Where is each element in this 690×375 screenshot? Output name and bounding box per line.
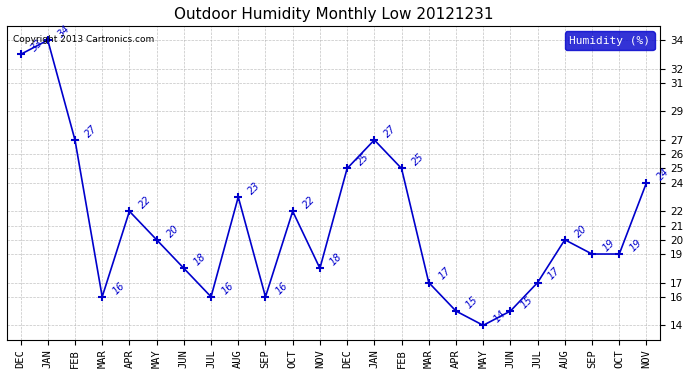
Text: 22: 22 [138, 195, 154, 210]
Title: Outdoor Humidity Monthly Low 20121231: Outdoor Humidity Monthly Low 20121231 [174, 7, 493, 22]
Text: 14: 14 [491, 309, 507, 324]
Text: Copyright 2013 Cartronics.com: Copyright 2013 Cartronics.com [14, 35, 155, 44]
Text: 18: 18 [193, 252, 208, 267]
Text: 16: 16 [274, 280, 290, 296]
Text: 20: 20 [165, 223, 181, 239]
Text: 27: 27 [383, 123, 399, 139]
Text: 27: 27 [83, 123, 99, 139]
Text: 23: 23 [246, 180, 262, 196]
Text: 25: 25 [410, 152, 426, 168]
Text: 17: 17 [437, 266, 453, 282]
Text: 18: 18 [328, 252, 344, 267]
Text: 19: 19 [628, 237, 644, 253]
Text: 33: 33 [29, 38, 45, 54]
Text: 17: 17 [546, 266, 562, 282]
Text: 24: 24 [655, 166, 671, 182]
Text: 19: 19 [600, 237, 616, 253]
Legend: Humidity (%): Humidity (%) [564, 32, 655, 50]
Text: 16: 16 [219, 280, 235, 296]
Text: 34: 34 [56, 24, 72, 39]
Text: 15: 15 [519, 294, 535, 310]
Text: 15: 15 [464, 294, 480, 310]
Text: 20: 20 [573, 223, 589, 239]
Text: 22: 22 [301, 195, 317, 210]
Text: 25: 25 [355, 152, 371, 168]
Text: 16: 16 [110, 280, 126, 296]
